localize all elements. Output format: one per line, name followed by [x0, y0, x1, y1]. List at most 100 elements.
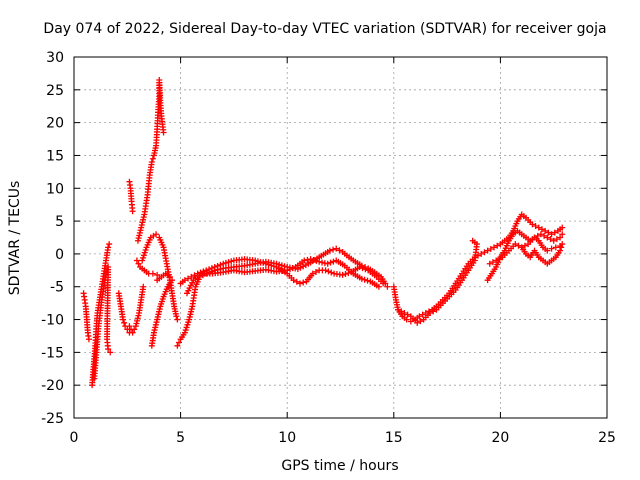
data-point: [191, 272, 198, 279]
y-axis-label: SDTVAR / TECUs: [7, 181, 23, 296]
data-point: [481, 249, 488, 256]
y-tick-label: -10: [41, 313, 64, 329]
data-point: [491, 244, 498, 251]
y-tick-label: 30: [46, 50, 64, 66]
data-point: [542, 227, 549, 234]
x-axis-label: GPS time / hours: [281, 458, 398, 474]
y-tick-label: 10: [46, 181, 64, 197]
data-point: [529, 221, 536, 228]
data-point: [257, 259, 264, 266]
y-tick-label: 15: [46, 148, 64, 164]
data-point: [160, 129, 167, 136]
data-point: [149, 270, 156, 277]
data-point: [552, 244, 559, 251]
data-point: [403, 316, 410, 323]
data-point: [228, 258, 235, 265]
data-point: [181, 277, 188, 284]
data-point: [173, 313, 180, 320]
data-point: [154, 271, 161, 278]
data-point: [313, 257, 320, 264]
data-point: [254, 258, 261, 265]
data-point: [85, 336, 92, 343]
data-point: [557, 247, 564, 254]
data-point: [515, 242, 522, 249]
data-point: [129, 329, 136, 336]
data-point: [300, 263, 307, 270]
data-point: [531, 234, 538, 241]
data-point: [307, 256, 314, 263]
data-point: [262, 260, 269, 267]
data-point: [140, 283, 147, 290]
data-point: [319, 259, 326, 266]
chart-title: Day 074 of 2022, Sidereal Day-to-day VTE…: [43, 21, 606, 37]
data-point: [486, 260, 493, 267]
y-tick-label: -25: [41, 411, 64, 427]
data-point: [289, 265, 296, 272]
data-point: [553, 236, 560, 243]
data-point: [333, 245, 340, 252]
data-point: [148, 159, 155, 166]
data-point: [287, 266, 294, 273]
data-point: [537, 231, 544, 238]
data-point: [362, 266, 369, 273]
data-point: [316, 258, 323, 265]
data-point: [404, 311, 411, 318]
data-point: [484, 247, 491, 254]
data-point: [401, 309, 408, 316]
data-point: [364, 277, 371, 284]
data-point: [395, 306, 402, 313]
y-tick-label: 0: [55, 247, 64, 263]
data-point: [105, 346, 112, 353]
data-point: [166, 273, 173, 280]
data-point: [174, 342, 181, 349]
data-point: [557, 234, 564, 241]
data-point: [427, 309, 434, 316]
data-point: [416, 313, 423, 320]
data-point: [220, 260, 227, 267]
grid: [74, 57, 607, 418]
data-point: [129, 208, 136, 215]
y-tick-label: 5: [55, 214, 64, 230]
y-tick-label: -20: [41, 378, 64, 394]
data-point: [494, 242, 501, 249]
data-point: [126, 323, 133, 330]
data-point: [559, 241, 566, 248]
data-point: [312, 268, 319, 275]
x-tick-label: 10: [278, 430, 296, 446]
data-point: [260, 259, 267, 266]
data-point: [206, 266, 213, 273]
data-point: [430, 308, 437, 315]
data-point: [309, 270, 316, 277]
data-point: [493, 257, 500, 264]
y-tick-label: -15: [41, 345, 64, 361]
data-point: [361, 276, 368, 283]
y-tick-label: 20: [46, 116, 64, 132]
data-point: [325, 268, 332, 275]
data-point: [339, 271, 346, 278]
data-point: [417, 318, 424, 325]
data-point: [326, 247, 333, 254]
data-point: [330, 246, 337, 253]
data-point: [217, 261, 224, 268]
data-point: [538, 226, 545, 233]
data-point: [547, 236, 554, 243]
data-point: [548, 231, 555, 238]
data-point: [284, 267, 291, 274]
data-point: [214, 262, 221, 269]
data-point: [541, 232, 548, 239]
data-point: [135, 260, 142, 267]
data-point: [358, 275, 365, 282]
x-tick-label: 25: [598, 430, 616, 446]
data-point: [149, 155, 156, 162]
data-point: [489, 259, 496, 266]
data-point: [487, 245, 494, 252]
data-point: [545, 229, 552, 236]
data-point: [550, 237, 557, 244]
data-point: [153, 231, 160, 238]
data-point: [336, 247, 343, 254]
data-point: [342, 271, 349, 278]
data-point: [107, 349, 114, 356]
data-point: [268, 262, 275, 269]
data-point: [558, 244, 565, 251]
data-point: [512, 241, 519, 248]
